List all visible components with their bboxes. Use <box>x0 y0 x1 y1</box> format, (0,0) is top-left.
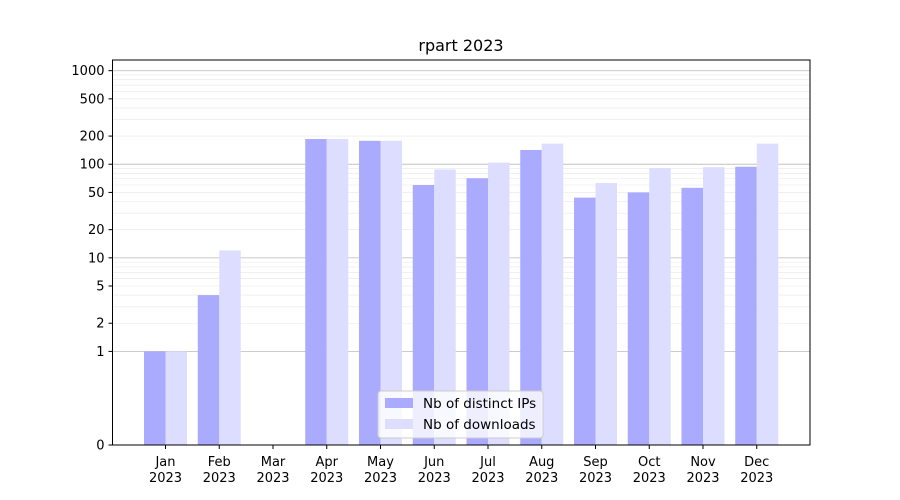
x-tick-label: Apr 2023 <box>310 455 343 486</box>
y-tick-label: 20 <box>88 223 105 238</box>
bar-downloads <box>326 139 349 445</box>
bar-distinct-ips <box>574 197 596 445</box>
bar-distinct-ips <box>681 187 703 445</box>
legend-swatch-downloads <box>385 419 413 429</box>
legend-label-downloads: Nb of downloads <box>423 417 536 433</box>
bar-downloads <box>165 351 187 445</box>
y-tick-label: 200 <box>80 130 105 145</box>
x-tick-label: Jun 2023 <box>418 455 451 486</box>
plot-frame <box>112 59 811 446</box>
x-tick-label: Sep 2023 <box>579 455 612 486</box>
bar-distinct-ips <box>359 140 381 445</box>
bar-distinct-ips <box>466 178 488 445</box>
bar-downloads <box>595 183 617 446</box>
x-tick-label: Feb 2023 <box>203 455 236 486</box>
x-tick-label: Oct 2023 <box>633 455 666 486</box>
x-tick-label: Jul 2023 <box>471 455 504 486</box>
x-tick-label: Jan 2023 <box>149 455 182 486</box>
y-tick-label: 1000 <box>71 64 104 79</box>
y-axis: 0 1 2 5 10 20 50 100 200 500 1000 <box>71 64 113 454</box>
x-tick-label: Mar 2023 <box>256 455 289 486</box>
bar-distinct-ips <box>144 351 166 445</box>
bar-distinct-ips <box>305 139 327 445</box>
y-tick-label: 50 <box>88 186 105 201</box>
bar-distinct-ips <box>520 149 542 445</box>
legend: Nb of distinct IPs Nb of downloads <box>377 390 544 439</box>
bar-downloads <box>434 169 456 446</box>
bar-downloads <box>488 162 510 445</box>
bar-downloads <box>703 167 725 446</box>
legend-label-distinct-ips: Nb of distinct IPs <box>423 396 536 412</box>
bar-downloads <box>219 250 241 445</box>
x-axis: Jan 2023 Feb 2023 Mar 2023 Apr 2023 May 2023 Jun 20… <box>149 445 773 486</box>
x-tick-label: Aug 2023 <box>525 455 558 486</box>
bars <box>144 139 779 446</box>
legend-swatch-distinct-ips <box>385 398 413 408</box>
y-tick-label: 100 <box>80 158 105 173</box>
legend-box <box>377 390 544 439</box>
bar-downloads <box>541 143 564 445</box>
bar-downloads <box>380 140 402 445</box>
bar-distinct-ips <box>735 166 757 446</box>
y-tick-label: 10 <box>88 251 105 266</box>
bar-downloads <box>649 168 671 445</box>
bar-distinct-ips <box>197 295 220 445</box>
bar-downloads <box>756 143 779 445</box>
x-tick-label: Nov 2023 <box>686 455 719 486</box>
y-tick-label: 500 <box>80 92 105 107</box>
y-tick-label: 0 <box>96 439 104 454</box>
y-tick-label: 1 <box>96 345 104 360</box>
y-tick-label: 5 <box>96 280 104 295</box>
x-tick-label: Dec 2023 <box>740 455 773 486</box>
bar-distinct-ips <box>627 192 650 445</box>
y-tick-label: 2 <box>96 317 104 332</box>
x-tick-label: May 2023 <box>364 455 397 486</box>
bar-distinct-ips <box>412 185 435 445</box>
chart-title: rpart 2023 <box>418 36 503 55</box>
